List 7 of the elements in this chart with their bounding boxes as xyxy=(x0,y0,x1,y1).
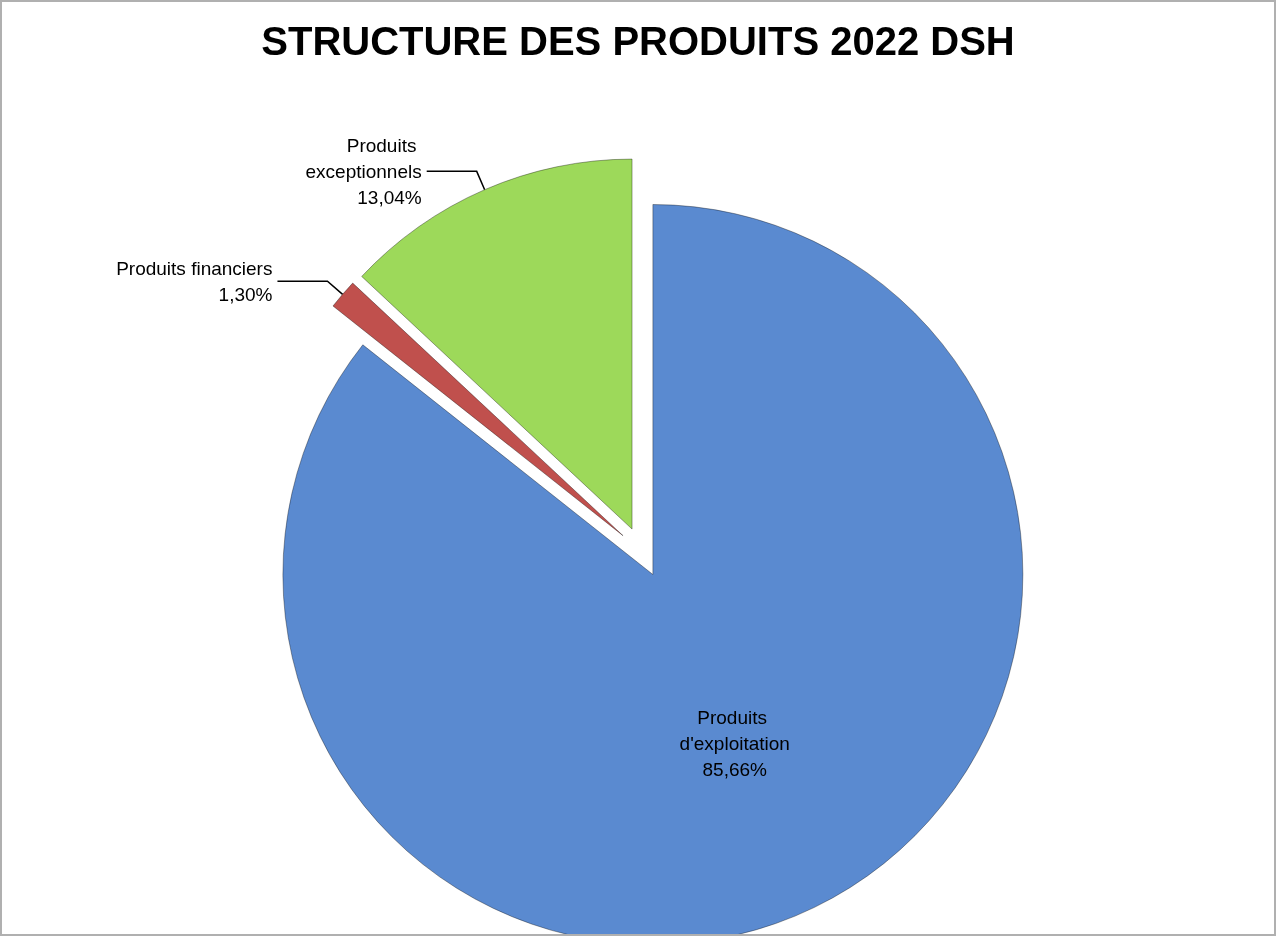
slice-label: Produits financiers xyxy=(116,257,273,279)
slice-label: Produits exceptionnels xyxy=(305,134,422,182)
chart-title: STRUCTURE DES PRODUITS 2022 DSH xyxy=(261,19,1015,63)
slice-label: Produits d'exploitation xyxy=(679,707,790,755)
data-label: 13,04% xyxy=(357,186,422,208)
data-label: 85,66% xyxy=(702,759,768,781)
data-label: 1,30% xyxy=(218,283,273,305)
